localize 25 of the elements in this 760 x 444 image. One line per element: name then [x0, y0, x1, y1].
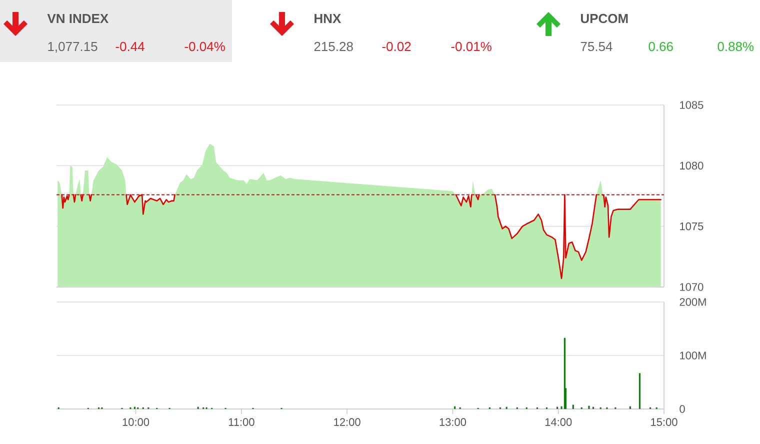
y-tick-label: 0	[680, 405, 685, 413]
text: -0.44	[116, 42, 144, 52]
x-tick-label: 14:00	[545, 418, 572, 426]
y-tick-label: 1070	[680, 283, 704, 291]
y-tick-label: 100M	[680, 352, 706, 360]
text: HNX	[314, 14, 342, 23]
x-tick-label: 13:00	[440, 418, 466, 426]
text: 1,077.15	[48, 42, 98, 53]
x-tick-label: 10:00	[122, 418, 150, 426]
text: 0.66	[648, 42, 673, 52]
text: UPCOM	[580, 14, 628, 24]
text: -0.01%	[451, 42, 492, 52]
y-tick-label: 200M	[680, 298, 706, 306]
text: -0.04%	[184, 42, 225, 52]
text: 215.28	[314, 42, 353, 52]
x-tick-label: 15:00	[651, 418, 678, 426]
text: 75.54	[580, 42, 612, 52]
y-tick-label: 1085	[680, 101, 704, 109]
text: VN INDEX	[47, 14, 108, 23]
x-tick-label: 11:00	[228, 418, 254, 426]
x-tick-label: 12:00	[334, 418, 360, 426]
text: 0.88%	[718, 42, 754, 52]
text: -0.02	[382, 42, 411, 52]
y-tick-label: 1075	[680, 222, 704, 230]
y-tick-label: 1080	[680, 162, 704, 170]
